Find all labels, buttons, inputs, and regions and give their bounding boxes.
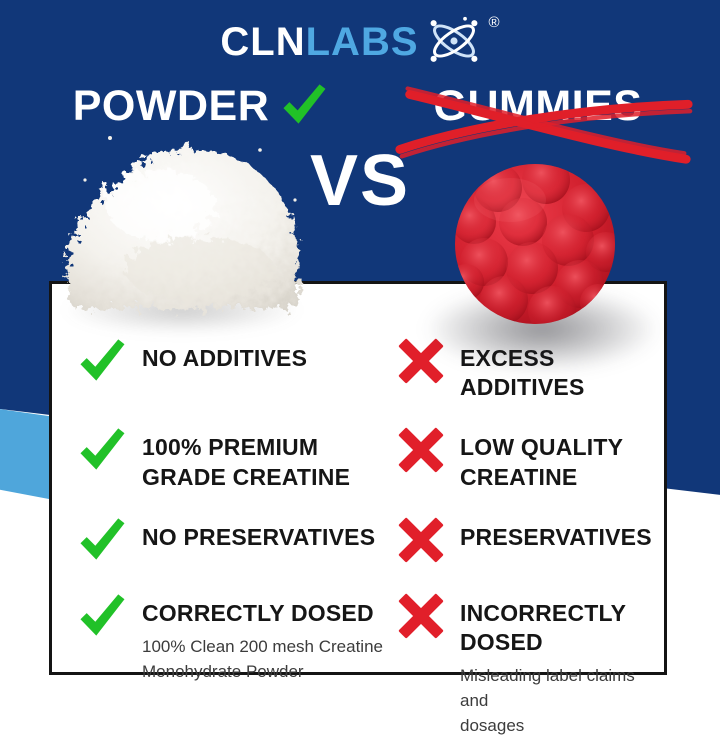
cross-icon [398,593,444,644]
powder-label-text: POWDER [72,82,270,130]
pro-item-title: NO PRESERVATIVES [142,523,376,550]
con-item-preservatives: PRESERVATIVES [398,517,656,568]
brand-name-labs: LABS [305,20,419,64]
scribble-cross-icon [392,64,696,174]
pro-item-text-group: CORRECTLY DOSED 100% Clean 200 mesh Crea… [142,593,383,684]
check-icon [78,427,126,476]
cross-icon [398,427,444,478]
check-icon [78,593,126,642]
brand-logo: CLNLABS ® [0,14,720,71]
vs-label: VS [309,141,411,221]
pro-item-title: 100% PREMIUM GRADE CREATINE [142,434,351,490]
comparison-grid: NO ADDITIVES EXCESS ADDITIVES 100% PREMI… [52,284,664,738]
con-item-incorrectly-dosed: INCORRECTLY DOSED Misleading label claim… [398,593,656,738]
gummy-raspberry-image [448,160,624,332]
pro-item-title: NO ADDITIVES [142,345,308,371]
creatine-powder-image [50,120,322,320]
con-item-title: LOW QUALITY CREATINE [460,434,624,490]
check-icon [78,517,126,566]
pro-item-no-preservatives: NO PRESERVATIVES [78,517,398,568]
brand-name-cln: CLN [220,20,306,64]
pro-item-title: CORRECTLY DOSED [142,599,374,626]
con-item-subtitle: Misleading label claims and dosages [460,666,635,735]
pro-item-correctly-dosed: CORRECTLY DOSED 100% Clean 200 mesh Crea… [78,593,398,738]
pro-item-subtitle: 100% Clean 200 mesh Creatine Monohydrate… [142,637,383,681]
registered-trademark-mark: ® [488,14,500,31]
con-item-title: PRESERVATIVES [460,523,652,550]
check-icon [281,83,327,130]
pro-item-premium-grade: 100% PREMIUM GRADE CREATINE [78,427,398,491]
con-item-low-quality: LOW QUALITY CREATINE [398,427,656,491]
con-item-title: INCORRECTLY DOSED [460,599,627,656]
brand-wordmark: CLNLABS [220,22,418,62]
powder-headline: POWDER [55,82,345,131]
atom-icon [426,16,482,71]
con-item-text-group: INCORRECTLY DOSED Misleading label claim… [460,593,656,738]
pro-item-no-additives: NO ADDITIVES [78,338,398,402]
cross-icon [398,517,444,568]
check-icon [78,338,126,387]
